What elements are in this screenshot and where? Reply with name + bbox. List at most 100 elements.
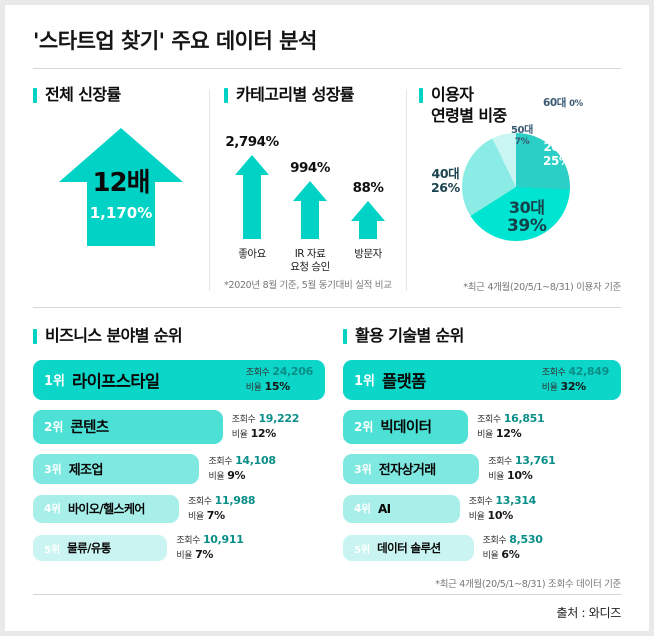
rank-bar: 1위 라이프스타일 조회수 24,206 비율 15%	[33, 359, 325, 400]
growth-arrow: 12배 1,170%	[59, 127, 183, 246]
rank-stats: 조회수 13,314 비율 10%	[468, 493, 537, 522]
age-footnote: *최근 4개월(20/5/1~8/31) 이용자 기준	[463, 282, 621, 293]
arrow-label: 방문자	[354, 247, 382, 260]
rank-row: 5위 물류/유통 조회수 10,911 비율 7%	[33, 533, 325, 563]
rank-stats: 조회수 11,988 비율 7%	[188, 493, 256, 522]
arrow-up-icon	[293, 180, 327, 201]
pie-label-30s: 30대 39%	[507, 198, 547, 237]
rank-bar: 5위 데이터 솔루션	[343, 535, 474, 562]
age-pie	[462, 133, 570, 241]
arrow-up-icon	[351, 200, 385, 221]
rank-label: 제조업	[68, 463, 104, 479]
category-footnote: *2020년 8월 기준, 5월 동기대비 실적 비교	[224, 280, 392, 291]
source-credit: 출처 : 와디즈	[556, 606, 622, 620]
pie-label-20s: 20대 25%	[543, 140, 571, 168]
rank-bar: 1위 플랫폼 조회수 42,849 비율 32%	[343, 359, 621, 400]
rank-bar: 4위 바이오/헬스케어	[33, 494, 179, 523]
rank-number: 4위	[44, 503, 61, 516]
accent-tick	[33, 329, 37, 344]
rank-label: 콘텐츠	[70, 420, 109, 437]
rank-stats: 조회수 8,530 비율 6%	[482, 533, 543, 562]
rank-row: 4위 바이오/헬스케어 조회수 11,988 비율 7%	[33, 494, 325, 524]
tech-ranking-section: 활용 기술별 순위 1위 플랫폼 조회수 42,849 비율 32% 2	[343, 326, 621, 594]
page-title: '스타트업 찾기' 주요 데이터 분석	[33, 29, 317, 53]
arrow-label: 좋아요	[238, 247, 266, 260]
rank-bar: 3위 전자상거래	[343, 453, 480, 484]
divider	[33, 307, 621, 308]
arrow-value: 994%	[290, 159, 330, 176]
rank-bar: 2위 빅데이터	[343, 409, 469, 444]
rank-number: 5위	[354, 544, 371, 556]
accent-tick	[33, 88, 37, 103]
rank-number: 1위	[44, 374, 66, 390]
arrow-up-icon	[59, 127, 183, 182]
rank-row: 2위 콘텐츠 조회수 19,222 비율 12%	[33, 409, 325, 444]
ranking-footnote: *최근 4개월(20/5/1~8/31) 조회수 데이터 기준	[435, 579, 621, 591]
vertical-divider	[209, 89, 210, 291]
accent-tick	[224, 88, 228, 103]
rank-stats: 조회수 13,761 비율 10%	[488, 453, 556, 482]
rank-row: 4위 AI 조회수 13,314 비율 10%	[343, 494, 621, 524]
rank-label: 빅데이터	[380, 420, 432, 437]
category-growth-section: 카테고리별 성장률 2,794% 좋아요 994% IR 자료 요청 승인 88…	[210, 85, 406, 307]
accent-tick	[343, 329, 347, 344]
rank-row: 5위 데이터 솔루션 조회수 8,530 비율 6%	[343, 533, 621, 563]
overall-growth-section: 전체 신장률 12배 1,170%	[33, 85, 209, 307]
rank-label: 라이프스타일	[72, 371, 160, 391]
tech-ranking-title: 활용 기술별 순위	[343, 326, 621, 347]
pie-label-40s: 40대 26%	[431, 166, 460, 196]
age-share-title: 이용자 연령별 비중	[419, 85, 621, 127]
rank-bar: 2위 콘텐츠	[33, 409, 223, 444]
arrow-up-icon	[235, 154, 269, 175]
rank-label: 바이오/헬스케어	[67, 502, 145, 517]
business-ranking-title: 비즈니스 분야별 순위	[33, 326, 325, 347]
rank-row: 3위 전자상거래 조회수 13,761 비율 10%	[343, 453, 621, 484]
rank-stats: 조회수 10,911 비율 7%	[176, 533, 244, 562]
growth-multiplier: 12배	[92, 167, 150, 198]
rank-row: 2위 빅데이터 조회수 16,851 비율 12%	[343, 409, 621, 444]
age-share-section: 이용자 연령별 비중 60대 0% 50대 7% 20대 25% 40대 26%…	[407, 85, 621, 307]
arrow-value: 2,794%	[225, 133, 279, 150]
arrow-label: IR 자료 요청 승인	[290, 247, 330, 274]
rank-bar: 5위 물류/유통	[33, 535, 168, 562]
category-arrow-chart: 2,794% 좋아요 994% IR 자료 요청 승인 88% 방문자	[224, 134, 406, 276]
growth-percent: 1,170%	[89, 203, 153, 222]
rank-label: 플랫폼	[382, 371, 426, 391]
arrow-value: 88%	[352, 179, 384, 196]
rank-number: 5위	[44, 544, 61, 556]
business-rank-chart: 1위 라이프스타일 조회수 24,206 비율 15% 2위 콘텐츠 조회	[33, 359, 325, 563]
rank-stats: 조회수 24,206 비율 15%	[245, 364, 314, 393]
arrow-item-likes: 2,794% 좋아요	[224, 134, 280, 276]
rank-stats: 조회수 14,108 비율 9%	[208, 453, 276, 482]
rank-row: 1위 플랫폼 조회수 42,849 비율 32%	[343, 359, 621, 400]
rank-bar: 3위 제조업	[33, 453, 200, 484]
rank-label: 전자상거래	[378, 463, 436, 479]
pie-label-50s: 50대 7%	[511, 125, 533, 147]
rank-label: AI	[377, 501, 391, 516]
rank-number: 3위	[354, 462, 372, 476]
rank-number: 3위	[44, 462, 62, 476]
rank-label: 물류/유통	[67, 541, 111, 556]
rank-number: 4위	[354, 503, 371, 516]
rank-stats: 조회수 19,222 비율 12%	[231, 411, 300, 440]
divider	[33, 594, 621, 595]
rank-stats: 조회수 42,849 비율 32%	[541, 364, 610, 393]
arrow-item-ir: 994% IR 자료 요청 승인	[282, 160, 338, 276]
pie-label-60s: 60대 0%	[543, 97, 583, 109]
rank-stats: 조회수 16,851 비율 12%	[477, 411, 545, 440]
business-ranking-section: 비즈니스 분야별 순위 1위 라이프스타일 조회수 24,206 비율 15%	[33, 326, 325, 594]
rank-row: 1위 라이프스타일 조회수 24,206 비율 15%	[33, 359, 325, 400]
rank-row: 3위 제조업 조회수 14,108 비율 9%	[33, 453, 325, 484]
rank-number: 2위	[44, 420, 64, 435]
bottom-section: 비즈니스 분야별 순위 1위 라이프스타일 조회수 24,206 비율 15%	[5, 308, 649, 594]
rank-number: 2위	[354, 420, 374, 435]
overall-growth-title: 전체 신장률	[33, 85, 209, 106]
divider	[33, 68, 621, 69]
rank-label: 데이터 솔루션	[377, 541, 441, 556]
rank-bar: 4위 AI	[343, 494, 460, 523]
arrow-item-visitors: 88% 방문자	[340, 180, 396, 276]
accent-tick	[419, 88, 423, 103]
tech-rank-chart: 1위 플랫폼 조회수 42,849 비율 32% 2위 빅데이터 조회수 1	[343, 359, 621, 563]
top-section: 전체 신장률 12배 1,170% 카테고리별 성장률 2,794% 좋아요	[5, 69, 649, 307]
vertical-divider	[406, 89, 407, 291]
